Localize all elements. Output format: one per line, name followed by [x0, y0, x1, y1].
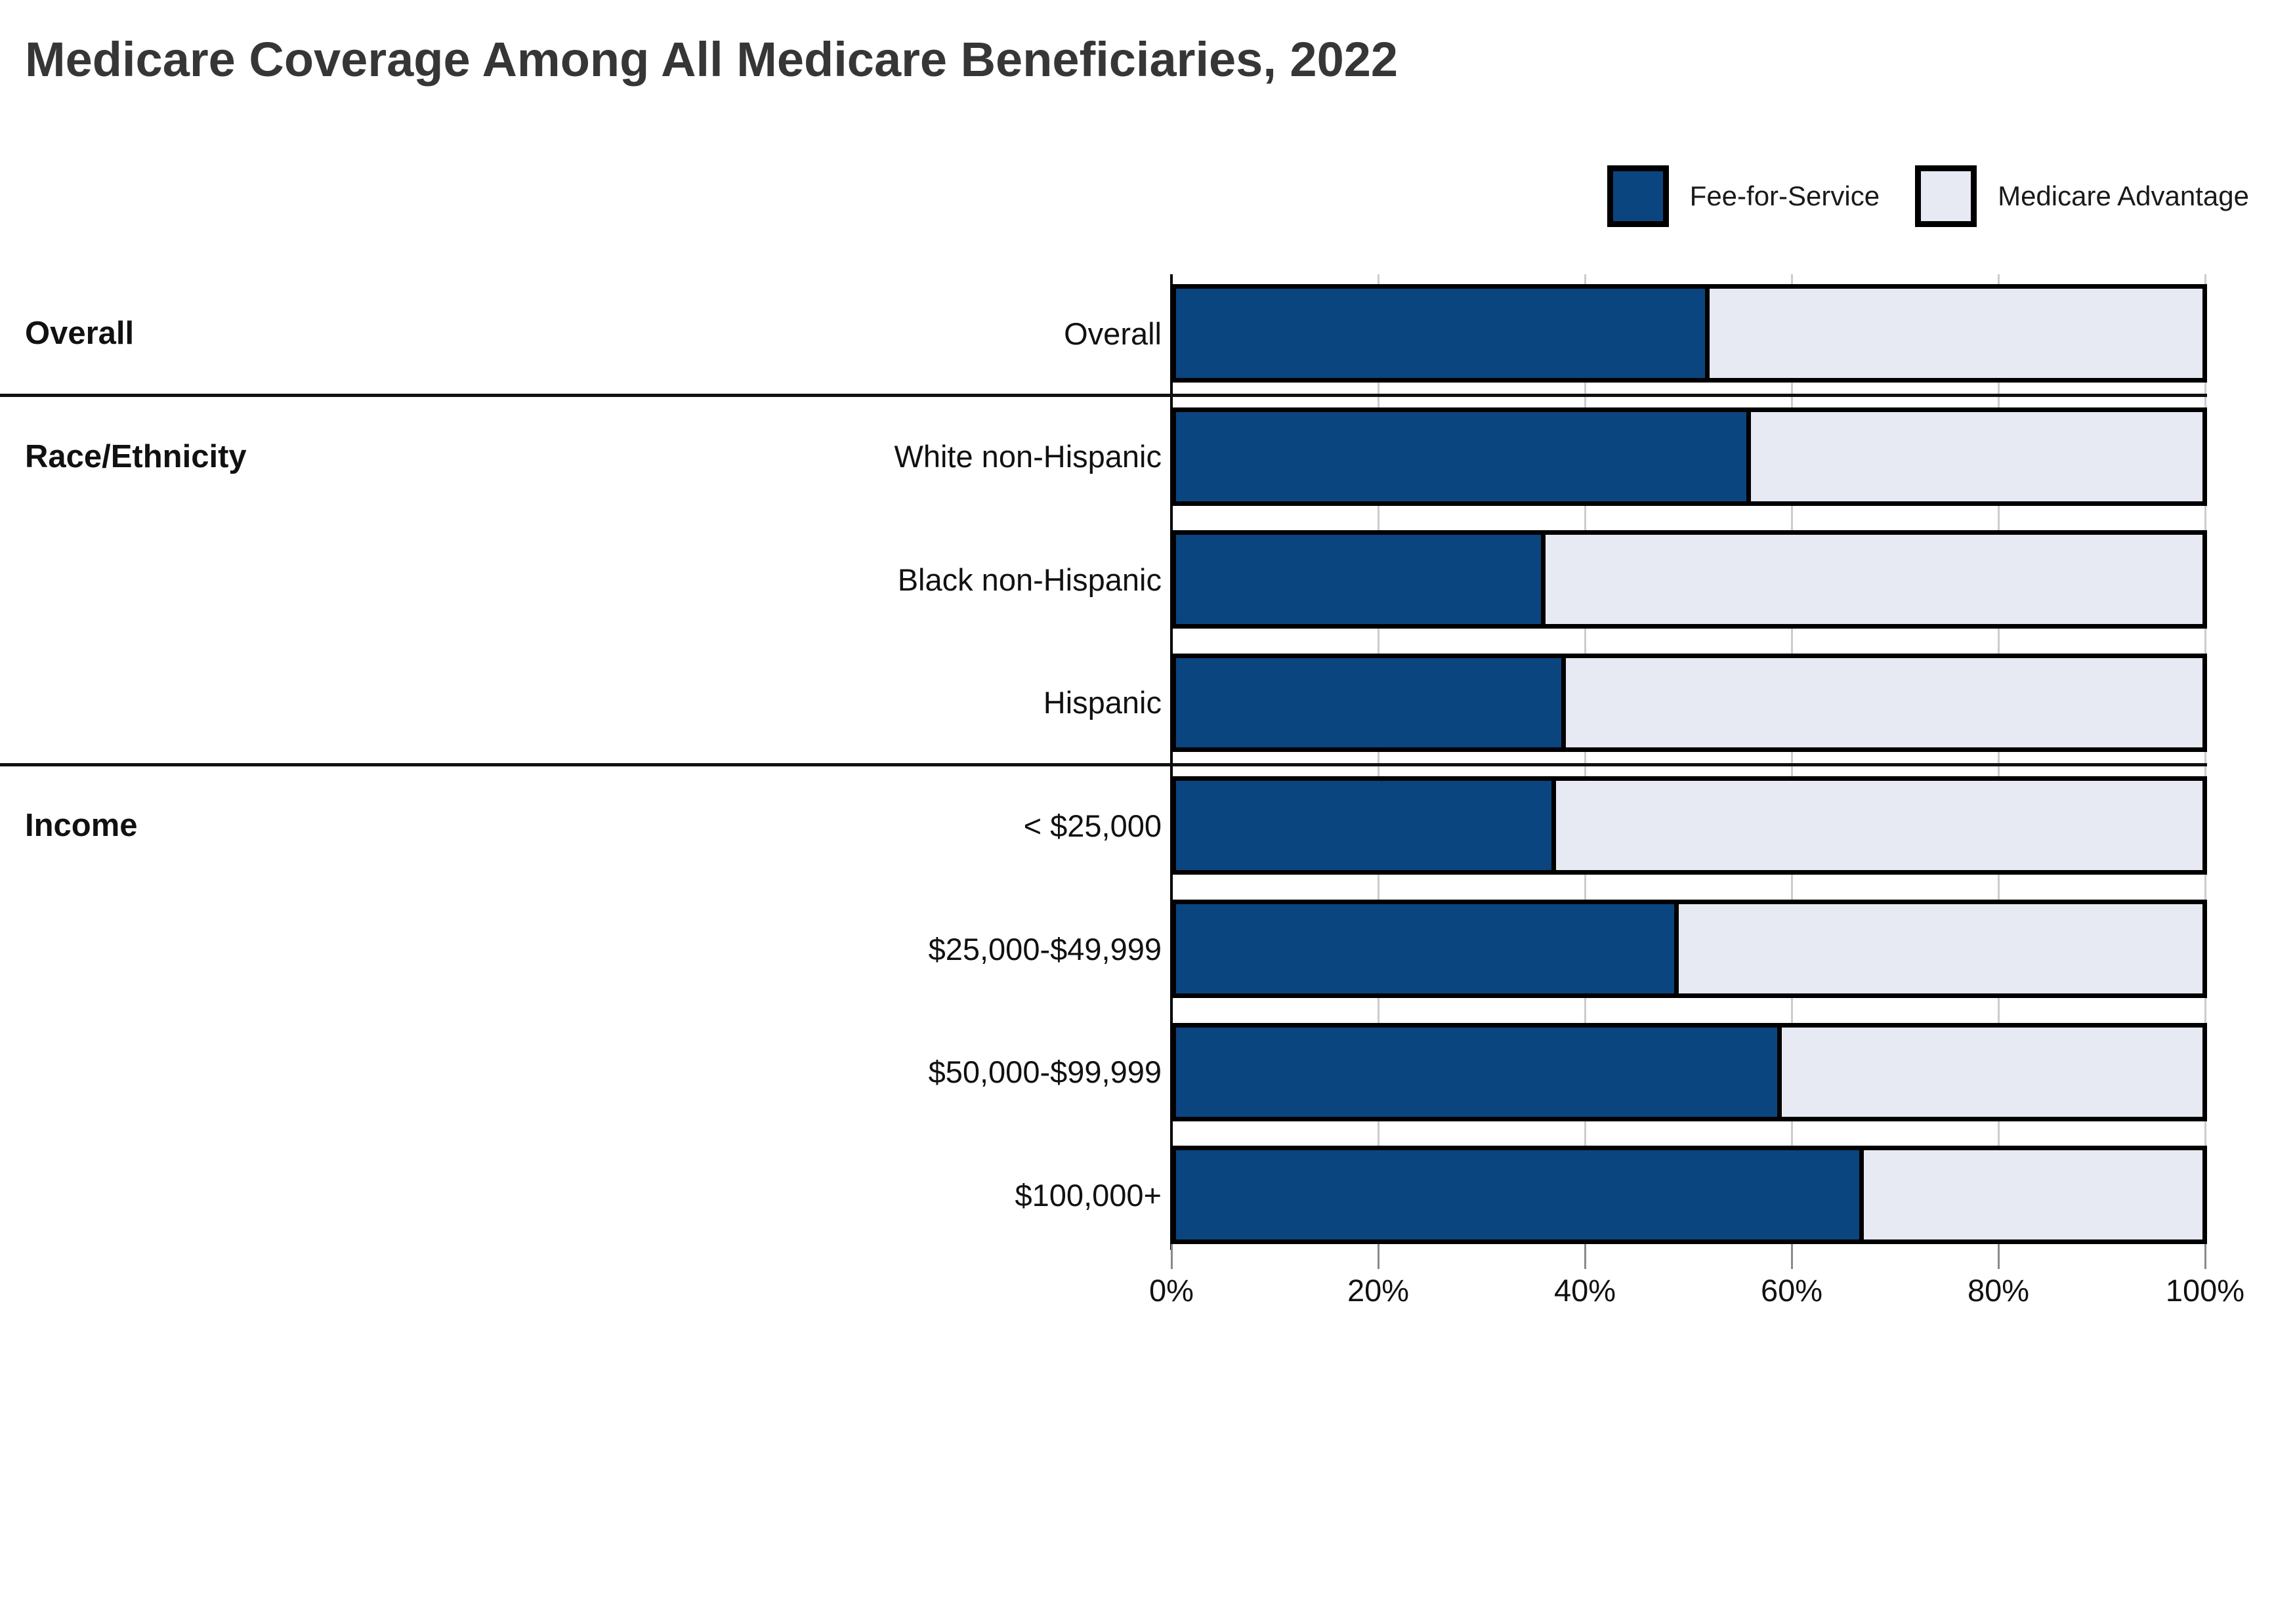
- axis-tick-label: 100%: [2165, 1273, 2245, 1308]
- gridline: [1998, 274, 2000, 1250]
- bar-segment-medicare-advantage: [1546, 535, 2202, 625]
- bar-segment-medicare-advantage: [1566, 657, 2202, 747]
- axis-tick-label: 40%: [1553, 1273, 1616, 1308]
- gridline: [1584, 274, 1586, 1250]
- section-divider: [0, 393, 2207, 397]
- bar-segment-fee-for-service: [1176, 657, 1567, 747]
- axis-tick: [1791, 1244, 1793, 1269]
- section-label: Income: [25, 808, 138, 844]
- stacked-bar: [1171, 776, 2207, 875]
- stacked-bar: [1171, 284, 2207, 383]
- gridline: [2204, 274, 2206, 1250]
- legend-label: Medicare Advantage: [1998, 180, 2249, 211]
- stacked-bar: [1171, 530, 2207, 629]
- legend-swatch-medicare-advantage: [1915, 165, 1977, 227]
- gridline: [1791, 274, 1793, 1250]
- chart-title: Medicare Coverage Among All Medicare Ben…: [25, 32, 1399, 87]
- bar-segment-fee-for-service: [1176, 1150, 1864, 1240]
- stacked-bar: [1171, 407, 2207, 506]
- row-label: $100,000+: [1015, 1177, 1162, 1213]
- axis-tick: [1378, 1244, 1379, 1269]
- bar-segment-fee-for-service: [1176, 1027, 1782, 1117]
- axis-tick-label: 0%: [1149, 1273, 1194, 1308]
- axis-tick-label: 80%: [1967, 1273, 2030, 1308]
- legend-item-medicare-advantage: Medicare Advantage: [1915, 165, 2249, 227]
- bar-segment-medicare-advantage: [1555, 781, 2202, 871]
- stacked-bar: [1171, 653, 2207, 752]
- bar-segment-fee-for-service: [1176, 411, 1751, 501]
- row-label: Hispanic: [1043, 685, 1162, 720]
- bar-segment-medicare-advantage: [1781, 1027, 2202, 1117]
- axis-tick-label: 60%: [1760, 1273, 1823, 1308]
- bar-segment-fee-for-service: [1176, 535, 1546, 625]
- gridline: [1378, 274, 1379, 1250]
- stacked-bar: [1171, 900, 2207, 998]
- bar-segment-medicare-advantage: [1863, 1150, 2202, 1240]
- axis-tick: [1171, 1244, 1173, 1269]
- axis-tick-label: 20%: [1347, 1273, 1410, 1308]
- row-label: < $25,000: [1023, 808, 1162, 843]
- row-label: White non-Hispanic: [894, 439, 1162, 474]
- section-label: Race/Ethnicity: [25, 438, 247, 474]
- row-label: $25,000-$49,999: [928, 931, 1162, 967]
- row-label: Black non-Hispanic: [897, 562, 1162, 597]
- y-axis-line: [1170, 274, 1173, 1250]
- section-label: Overall: [25, 316, 135, 351]
- legend: Fee-for-Service Medicare Advantage: [1607, 165, 2249, 227]
- stacked-bar: [1171, 1022, 2207, 1121]
- bar-segment-medicare-advantage: [1750, 411, 2202, 501]
- row-label: Overall: [1064, 316, 1162, 351]
- row-label: $50,000-$99,999: [928, 1054, 1162, 1090]
- bar-segment-fee-for-service: [1176, 781, 1556, 871]
- bar-segment-medicare-advantage: [1710, 289, 2202, 378]
- legend-swatch-fee-for-service: [1607, 165, 1669, 227]
- stacked-bar: [1171, 1146, 2207, 1245]
- section-divider: [0, 762, 2207, 766]
- axis-tick: [1584, 1244, 1586, 1269]
- legend-label: Fee-for-Service: [1689, 180, 1880, 211]
- bar-segment-medicare-advantage: [1679, 904, 2202, 993]
- legend-item-fee-for-service: Fee-for-Service: [1607, 165, 1880, 227]
- bar-segment-fee-for-service: [1176, 289, 1710, 378]
- bar-segment-fee-for-service: [1176, 904, 1679, 993]
- axis-tick: [1998, 1244, 2000, 1269]
- axis-tick: [2204, 1244, 2206, 1269]
